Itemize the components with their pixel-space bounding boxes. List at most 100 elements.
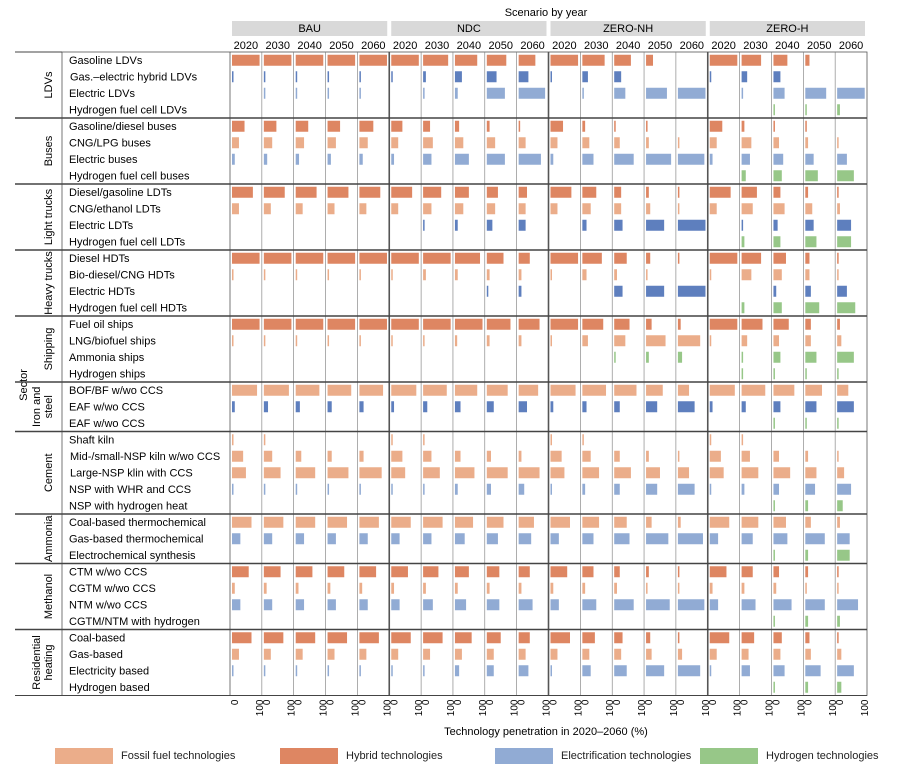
bar <box>295 533 305 545</box>
bar <box>614 401 620 413</box>
bar <box>773 170 782 182</box>
bar <box>327 384 352 396</box>
row-label: NSP with WHR and CCS <box>69 484 191 496</box>
bar <box>263 186 285 198</box>
bar <box>550 566 568 578</box>
bar <box>709 54 738 66</box>
row-label: Mid-/small-NSP kiln w/wo CCS <box>70 451 220 463</box>
bar <box>518 665 529 677</box>
bar <box>550 384 576 396</box>
bar <box>646 137 649 149</box>
bar <box>263 483 266 495</box>
bar <box>232 153 235 165</box>
bar <box>295 450 302 462</box>
bar <box>741 71 748 83</box>
bar <box>646 203 651 215</box>
row-label: Bio-diesel/CNG HDTs <box>69 270 175 282</box>
y-axis-label: Sector <box>18 369 30 401</box>
bar <box>263 203 271 215</box>
bar <box>741 153 750 165</box>
year-label: 2020 <box>393 40 417 52</box>
bar <box>359 401 364 413</box>
bar <box>295 54 324 66</box>
x-tick-label: 100 <box>796 699 807 716</box>
bar <box>646 401 658 413</box>
x-tick-label: 100 <box>319 699 330 716</box>
bar <box>773 71 781 83</box>
legend-swatch <box>495 748 553 764</box>
bar <box>805 54 810 66</box>
bar <box>359 566 377 578</box>
bar <box>423 252 451 264</box>
bar <box>837 681 842 693</box>
bar <box>391 153 395 165</box>
row-label: Shaft kiln <box>69 435 114 447</box>
row-label: CNG/ethanol LDTs <box>69 204 161 216</box>
bar <box>582 71 588 83</box>
bar <box>550 318 579 330</box>
bar <box>773 467 791 479</box>
bar <box>837 384 849 396</box>
row-label: Coal-based thermochemical <box>69 517 206 529</box>
bar <box>646 516 652 528</box>
bar <box>486 137 496 149</box>
bar <box>263 434 266 446</box>
bar <box>423 483 425 495</box>
x-tick-label: 100 <box>605 699 616 716</box>
bar <box>423 153 432 165</box>
row-label: Electrochemical synthesis <box>69 550 196 562</box>
bar <box>327 87 330 99</box>
bar <box>232 582 235 594</box>
bar <box>263 516 284 528</box>
bar <box>773 450 780 462</box>
bar <box>518 648 526 660</box>
bar <box>709 252 738 264</box>
x-tick-label: 100 <box>573 699 584 716</box>
legend-swatch <box>700 748 758 764</box>
bar <box>709 632 730 644</box>
bar <box>805 582 807 594</box>
x-tick-label: 100 <box>733 699 744 716</box>
bar <box>454 252 481 264</box>
bar <box>486 533 498 545</box>
bar <box>582 566 594 578</box>
bar <box>454 219 458 231</box>
bar <box>454 450 461 462</box>
bar <box>550 483 552 495</box>
row-label: Ammonia ships <box>69 352 145 364</box>
bar <box>709 318 738 330</box>
bars <box>232 54 865 693</box>
bar <box>741 516 759 528</box>
bar <box>327 533 336 545</box>
bar <box>582 318 604 330</box>
bar <box>359 632 379 644</box>
bar <box>486 186 498 198</box>
bar <box>646 269 648 281</box>
bar <box>232 186 253 198</box>
bar <box>327 566 345 578</box>
bar <box>518 401 528 413</box>
bar <box>327 401 332 413</box>
bar <box>677 582 680 594</box>
bar <box>582 516 600 528</box>
bar <box>741 87 744 99</box>
bar <box>454 384 478 396</box>
bar <box>518 467 540 479</box>
bar <box>391 401 395 413</box>
bar <box>486 219 493 231</box>
bar <box>232 137 239 149</box>
bar <box>486 54 507 66</box>
bar <box>518 269 522 281</box>
bar <box>359 467 382 479</box>
bar <box>423 648 431 660</box>
bar <box>423 566 439 578</box>
bar <box>805 450 809 462</box>
bar <box>677 566 680 578</box>
bar <box>582 186 597 198</box>
bar <box>677 153 705 165</box>
bar <box>805 285 811 297</box>
bar <box>582 252 602 264</box>
bar <box>677 384 690 396</box>
row-label: Electric HDTs <box>69 286 136 298</box>
bar <box>805 467 817 479</box>
